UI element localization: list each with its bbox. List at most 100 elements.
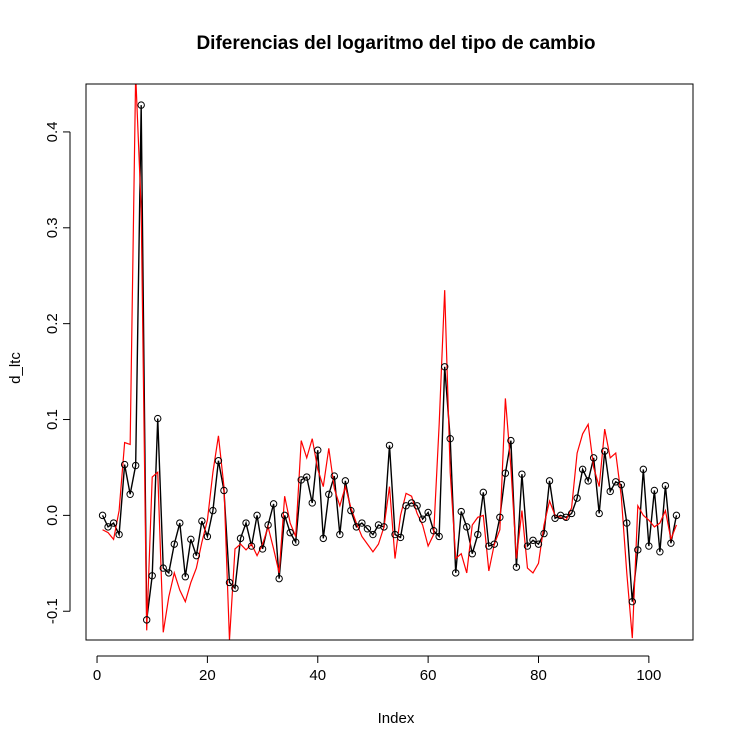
data-point (347, 506, 355, 515)
x-tick-label: 100 (636, 667, 661, 684)
data-point (518, 470, 526, 478)
data-point (545, 477, 554, 485)
data-point (242, 519, 250, 527)
data-point (220, 486, 228, 495)
data-point (154, 414, 162, 423)
data-point (429, 527, 438, 535)
data-point (176, 519, 184, 527)
data-point (474, 530, 482, 539)
data-point (457, 507, 465, 516)
data-point (501, 469, 510, 477)
data-point (181, 573, 190, 581)
data-point (529, 536, 537, 545)
data-point (286, 528, 294, 537)
data-point (440, 363, 449, 371)
y-tick-label: 0.3 (44, 217, 61, 238)
y-tick-label: 0.2 (44, 313, 61, 334)
data-point (667, 539, 675, 547)
x-tick-label: 0 (93, 667, 101, 684)
series-line-red (102, 84, 678, 640)
data-point (330, 472, 339, 480)
data-point (148, 572, 156, 580)
data-point (104, 523, 112, 531)
data-point (396, 533, 405, 542)
data-point (413, 502, 421, 510)
x-tick-label: 20 (199, 667, 216, 684)
data-point (126, 490, 134, 498)
data-point (507, 436, 515, 445)
data-point (496, 513, 504, 521)
data-point (236, 534, 245, 543)
data-point (258, 545, 267, 553)
data-point (534, 540, 543, 548)
data-point (280, 511, 289, 520)
series-line-black (101, 105, 678, 620)
data-point (606, 487, 614, 496)
data-point (634, 546, 642, 554)
axes: 0 20 40 60 80 100 -0.1 0.0 0.1 0.2 0.3 0.4 (44, 122, 661, 684)
data-point (369, 530, 377, 539)
data-point (573, 494, 581, 502)
y-axis-label: d_ltc (7, 352, 24, 384)
data-point (650, 486, 659, 495)
data-point (303, 473, 311, 481)
data-point (435, 532, 443, 541)
data-point (225, 578, 234, 587)
data-point (159, 564, 167, 572)
data-point (170, 540, 178, 548)
data-point (203, 532, 212, 541)
data-point (247, 542, 256, 550)
data-point (120, 460, 129, 469)
data-point (601, 447, 609, 455)
data-point (595, 509, 603, 518)
data-point (253, 511, 261, 520)
data-point (468, 550, 476, 558)
data-point (623, 519, 631, 527)
data-point (584, 477, 592, 485)
data-point (314, 446, 322, 454)
data-point (645, 542, 653, 550)
data-point (446, 434, 454, 443)
data-point (275, 574, 283, 583)
data-point (490, 540, 499, 548)
data-point (656, 548, 664, 556)
data-point (291, 538, 300, 546)
x-tick-label: 40 (309, 667, 326, 684)
data-point (214, 457, 223, 465)
data-point (617, 481, 625, 489)
data-point (672, 511, 681, 520)
y-tick-label: 0.0 (44, 505, 61, 526)
data-point (639, 465, 648, 474)
data-point (512, 563, 521, 571)
y-tick-label: -0.1 (44, 598, 61, 624)
chart-title: Diferencias del logaritmo del tipo de ca… (196, 33, 595, 54)
data-point (463, 523, 471, 531)
data-point (385, 441, 394, 450)
data-point (523, 542, 532, 550)
data-point (319, 534, 327, 543)
data-point (336, 530, 344, 539)
data-point (325, 490, 333, 498)
x-tick-label: 60 (420, 667, 437, 684)
data-point (109, 519, 118, 527)
x-tick-label: 80 (530, 667, 547, 684)
data-point (589, 454, 598, 462)
data-point (143, 616, 151, 624)
data-point (380, 523, 388, 531)
data-point (578, 465, 587, 474)
data-point (192, 551, 201, 560)
data-point (269, 500, 278, 508)
data-point (115, 530, 123, 539)
data-point (363, 525, 372, 533)
data-point (567, 509, 576, 518)
series-layer (98, 84, 681, 640)
data-point (341, 477, 350, 485)
plot-frame (85, 83, 694, 641)
data-point (424, 508, 432, 517)
data-point (352, 523, 361, 531)
data-point (98, 511, 107, 520)
data-point (131, 461, 140, 470)
data-point (264, 521, 272, 529)
data-point (628, 597, 636, 606)
